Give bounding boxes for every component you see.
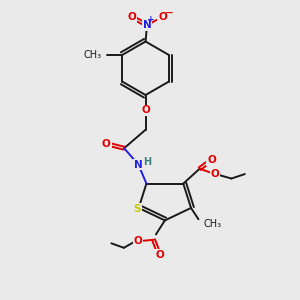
Text: O: O (102, 139, 111, 149)
Text: S: S (134, 204, 141, 214)
Text: H: H (143, 157, 151, 166)
Text: O: O (158, 12, 167, 22)
Text: O: O (211, 169, 220, 179)
Text: N: N (134, 160, 143, 170)
Text: O: O (155, 250, 164, 260)
Text: N: N (143, 20, 152, 30)
Text: +: + (147, 15, 154, 24)
Text: CH₃: CH₃ (203, 219, 222, 229)
Text: O: O (207, 155, 216, 165)
Text: O: O (134, 236, 142, 246)
Text: O: O (127, 12, 136, 22)
Text: CH₃: CH₃ (83, 50, 102, 60)
Text: O: O (141, 106, 150, 116)
Text: −: − (165, 8, 173, 18)
